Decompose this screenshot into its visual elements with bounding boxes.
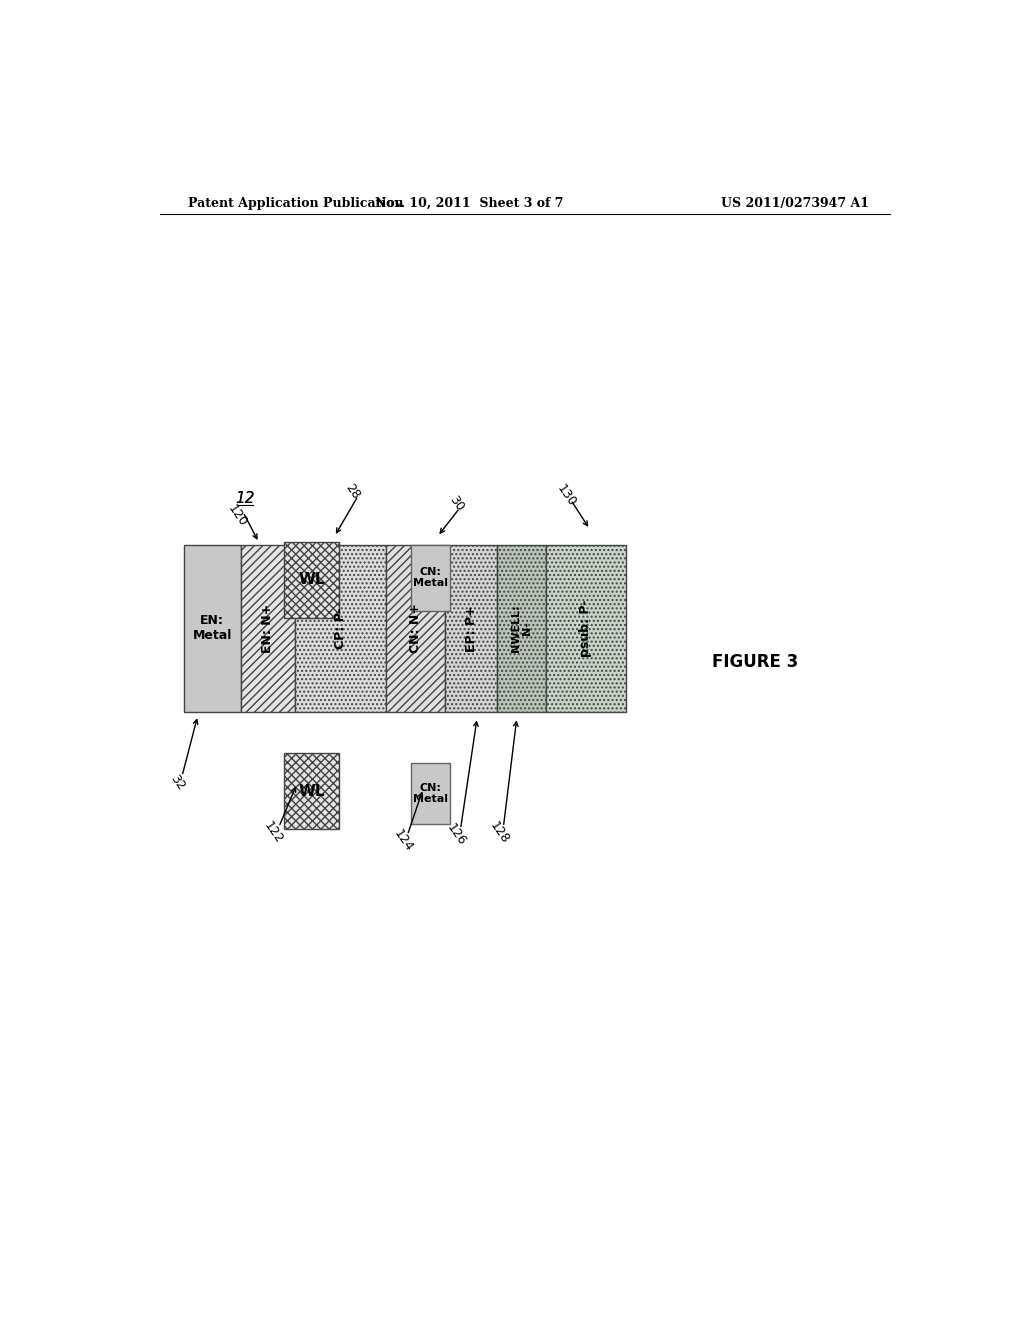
Text: FIGURE 3: FIGURE 3: [712, 652, 798, 671]
Text: Patent Application Publication: Patent Application Publication: [187, 197, 403, 210]
Bar: [386, 545, 445, 713]
Bar: [411, 763, 451, 824]
Text: EP: P+: EP: P+: [465, 605, 478, 652]
Text: WL: WL: [298, 572, 325, 587]
Text: 12: 12: [236, 491, 255, 507]
Bar: [183, 545, 241, 713]
Text: CN:
Metal: CN: Metal: [413, 566, 447, 589]
Text: 122: 122: [261, 818, 286, 846]
Bar: [295, 545, 386, 713]
Bar: [284, 752, 339, 829]
Text: Nov. 10, 2011  Sheet 3 of 7: Nov. 10, 2011 Sheet 3 of 7: [375, 197, 563, 210]
Bar: [546, 545, 626, 713]
Text: psub: P-: psub: P-: [580, 599, 593, 657]
Text: 126: 126: [444, 821, 469, 847]
Text: 130: 130: [554, 482, 579, 510]
Bar: [497, 545, 546, 713]
Text: EN:
Metal: EN: Metal: [193, 615, 231, 643]
Text: 32: 32: [167, 772, 187, 792]
Text: 12: 12: [236, 491, 255, 507]
Text: CP: P-: CP: P-: [334, 607, 347, 649]
Bar: [241, 545, 295, 713]
Text: NWELL:
N-: NWELL: N-: [511, 605, 532, 652]
Text: 128: 128: [487, 818, 512, 846]
Text: 120: 120: [225, 503, 250, 529]
Text: 124: 124: [391, 828, 416, 854]
Bar: [411, 545, 451, 611]
Bar: [284, 541, 339, 618]
Text: US 2011/0273947 A1: US 2011/0273947 A1: [721, 197, 868, 210]
Text: EN: N+: EN: N+: [261, 603, 274, 653]
Text: CN:
Metal: CN: Metal: [413, 783, 447, 804]
Bar: [445, 545, 497, 713]
Text: 28: 28: [343, 482, 362, 502]
Text: WL: WL: [298, 784, 325, 799]
Text: CN: N+: CN: N+: [410, 603, 422, 653]
Text: 30: 30: [446, 494, 466, 515]
